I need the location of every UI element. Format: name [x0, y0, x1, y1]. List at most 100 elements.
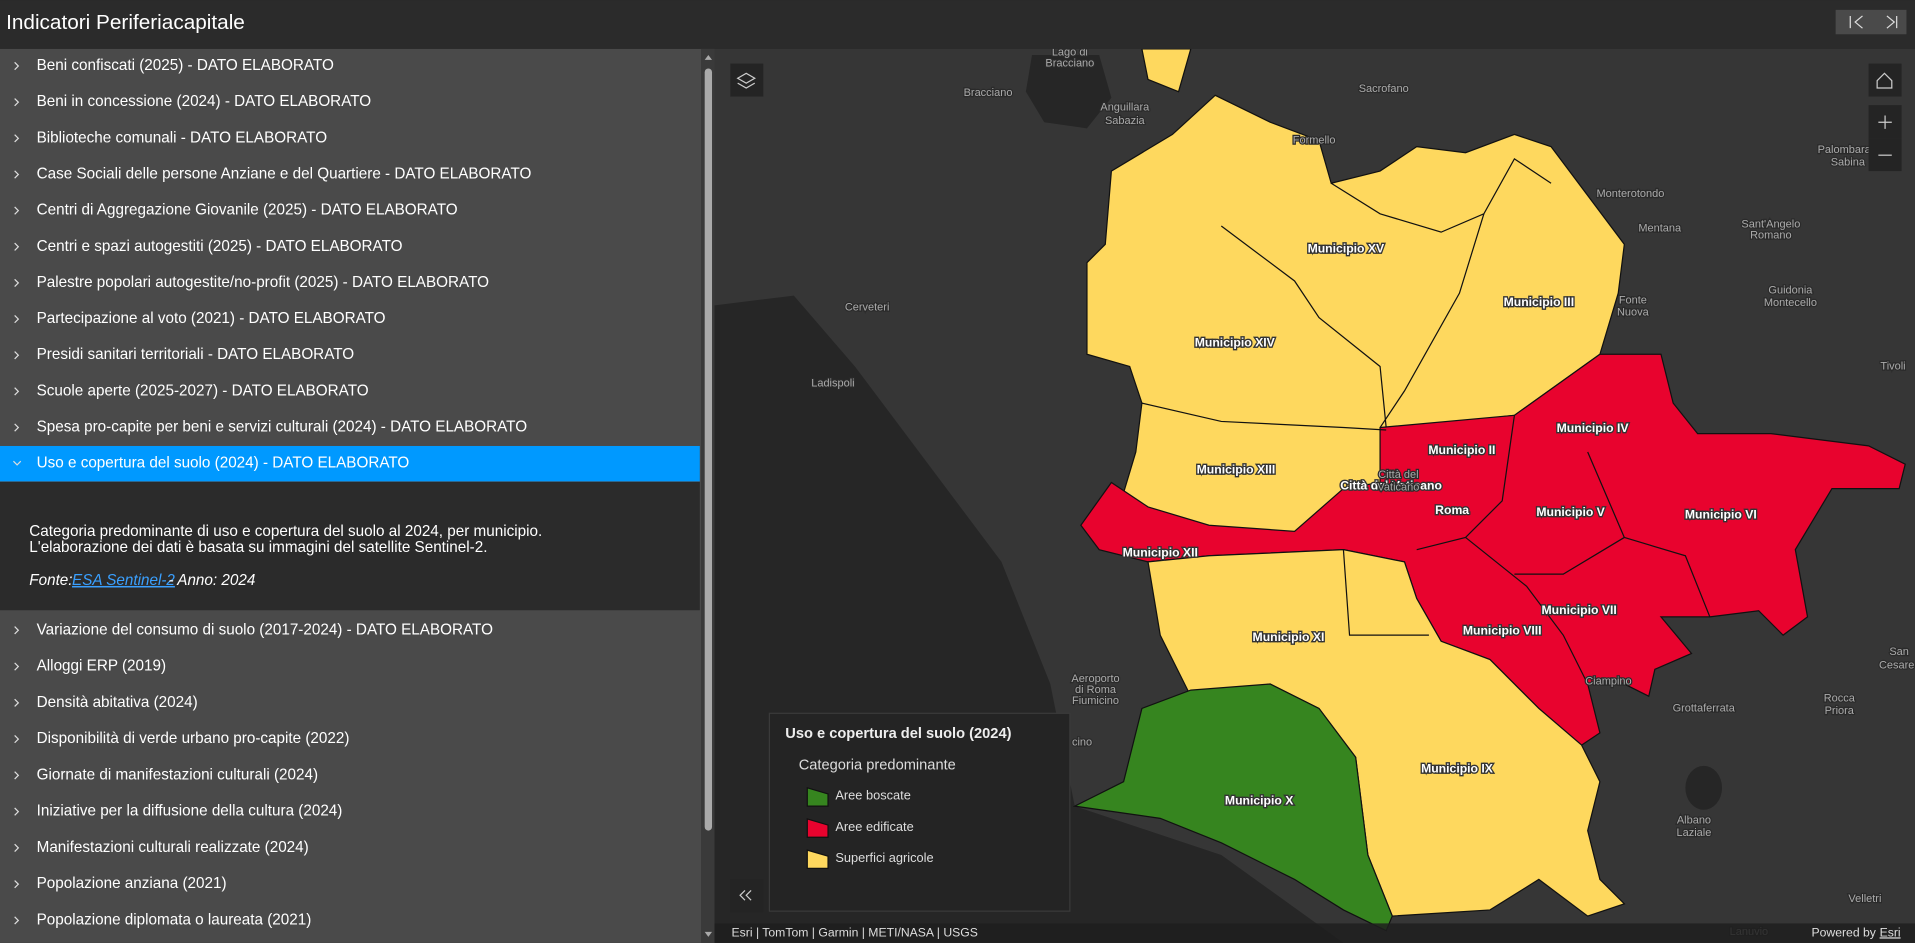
place-label: Ladispoli [811, 377, 854, 389]
place-label: Aeroporto [1071, 673, 1119, 685]
layer-title: Variazione del consumo di suolo (2017-20… [37, 621, 493, 638]
place-label: Monterotondo [1597, 188, 1665, 200]
municipio-label: Municipio XI [1253, 630, 1325, 644]
header [0, 0, 1915, 49]
layer-title: Case Sociali delle persone Anziane e del… [37, 166, 532, 183]
place-label: di Roma [1075, 684, 1117, 696]
attribution: Esri | TomTom | Garmin | METI/NASA | USG… [732, 925, 978, 939]
layer-list: Beni confiscati (2025) - DATO ELABORATO B… [0, 57, 700, 928]
municipio-label: Municipio VII [1542, 603, 1617, 617]
chevron [14, 843, 20, 853]
esri-link[interactable]: Esri [1880, 925, 1901, 939]
description: L'elaborazione dei dati è basata su imma… [29, 539, 487, 556]
municipio-label: Municipio II [1428, 443, 1495, 457]
layer-title: Palestre popolari autogestite/no-profit … [37, 274, 489, 291]
borders [1141, 157, 1711, 685]
place-label: Priora [1825, 705, 1855, 717]
plus-icon [1878, 115, 1892, 129]
municipio-label: Municipio IV [1557, 421, 1630, 435]
legend-subtitle: Categoria predominante [799, 758, 956, 774]
layer-title: Scuole aperte (2025-2027) - DATO ELABORA… [37, 382, 369, 399]
legend-swatch [806, 787, 829, 807]
chevron [14, 387, 20, 396]
legend-label: Superfici agricole [835, 850, 933, 865]
legend-swatch [806, 849, 829, 870]
area[interactable] [1080, 353, 1906, 746]
layer-title: Biblioteche comunali - DATO ELABORATO [37, 129, 328, 146]
chevron [14, 734, 20, 744]
scrollbar-thumb[interactable] [704, 68, 713, 831]
layer-title: Popolazione diplomata o laureata (2021) [37, 911, 312, 928]
layer-title: Disponibilità di verde urbano pro-capite… [37, 730, 350, 747]
layer-row-selected[interactable] [0, 445, 700, 482]
place-label: Formello [1293, 134, 1336, 146]
place-label: Tivoli [1880, 360, 1905, 372]
layer-title: Manifestazioni culturali realizzate (202… [37, 839, 309, 856]
place-label: cino [1072, 737, 1092, 749]
municipio-label: Municipio XIII [1197, 462, 1276, 476]
home-icon [1876, 72, 1893, 89]
place-label: Sabazia [1105, 115, 1146, 127]
place-label: Fonte [1619, 294, 1647, 306]
layer-title: Centri di Aggregazione Giovanile (2025) … [37, 202, 458, 219]
legend-swatch [806, 818, 829, 838]
place-label: Fiumicino [1072, 695, 1119, 707]
municipio-label: Municipio V [1536, 505, 1605, 519]
layers-icon [736, 72, 756, 89]
layer-title: Centri e spazi autogestiti (2025) - DATO… [37, 238, 403, 255]
chevron [14, 698, 20, 707]
home-button[interactable] [1868, 63, 1902, 97]
place-label: Cesare [1879, 660, 1914, 672]
place-label: Vaticano [1377, 481, 1419, 493]
place-label: Grottaferrata [1673, 702, 1736, 714]
attribution-bar [714, 923, 1915, 943]
municipio-label: Municipio IX [1421, 762, 1494, 776]
chevron [14, 880, 20, 889]
place-label: Romano [1750, 230, 1792, 242]
source-link[interactable]: ESA Sentinel-2 [72, 572, 175, 589]
layer-title: Densità abitativa (2024) [37, 694, 198, 711]
chevron [14, 626, 20, 635]
first-button[interactable] [1849, 15, 1863, 29]
layer-title: Giornate di manifestazioni culturali (20… [37, 766, 318, 783]
place-label: Laziale [1677, 827, 1712, 839]
place-label: Bracciano [1045, 57, 1094, 69]
chevron [14, 423, 20, 432]
layer-title: Beni in concessione (2024) - DATO ELABOR… [37, 93, 372, 110]
place-label: Sant'Angelo [1741, 219, 1800, 231]
powered-by: Powered by [1811, 925, 1876, 939]
map-labels: Municipio XV Municipio III Municipio XIV Mu… [810, 45, 1915, 939]
chevron [14, 242, 20, 251]
area[interactable] [1072, 683, 1393, 932]
layer-title: Spesa pro-capite per beni e servizi cult… [37, 419, 528, 436]
municipio-label: Municipio VI [1685, 508, 1757, 522]
last-button[interactable] [1886, 15, 1898, 29]
chevron [14, 134, 20, 143]
municipio-label: Città del Vaticano [1340, 478, 1442, 492]
source-label: Fonte: [29, 572, 72, 589]
layer-title: Alloggi ERP (2019) [37, 658, 166, 675]
layer-title: Uso e copertura del suolo (2024) - DATO … [37, 455, 410, 472]
nav-buttons [1835, 9, 1907, 35]
description: Categoria predominante di uso e copertur… [29, 523, 542, 540]
place-label: Nuova [1617, 307, 1650, 319]
place-label: Montecello [1764, 297, 1817, 309]
place-label: San [1889, 646, 1909, 658]
layer-details [0, 482, 700, 611]
municipio-label: Municipio X [1225, 793, 1294, 807]
place-label: Anguillara [1100, 101, 1150, 113]
chevron [14, 916, 20, 925]
layers-button[interactable] [730, 63, 764, 97]
place-label: Guidonia [1768, 285, 1813, 297]
legend-label: Aree boscate [835, 788, 911, 803]
legend-label: Aree edificate [835, 819, 913, 834]
layer-title: Partecipazione al voto (2021) - DATO ELA… [37, 310, 386, 327]
place-label: Rocca [1824, 693, 1856, 705]
place-label: Sacrofano [1359, 83, 1409, 95]
legend-content: Uso e copertura del suolo (2024) Categori… [785, 726, 1012, 870]
chevron [14, 662, 20, 671]
chevron [14, 206, 20, 215]
chevron [14, 807, 20, 816]
